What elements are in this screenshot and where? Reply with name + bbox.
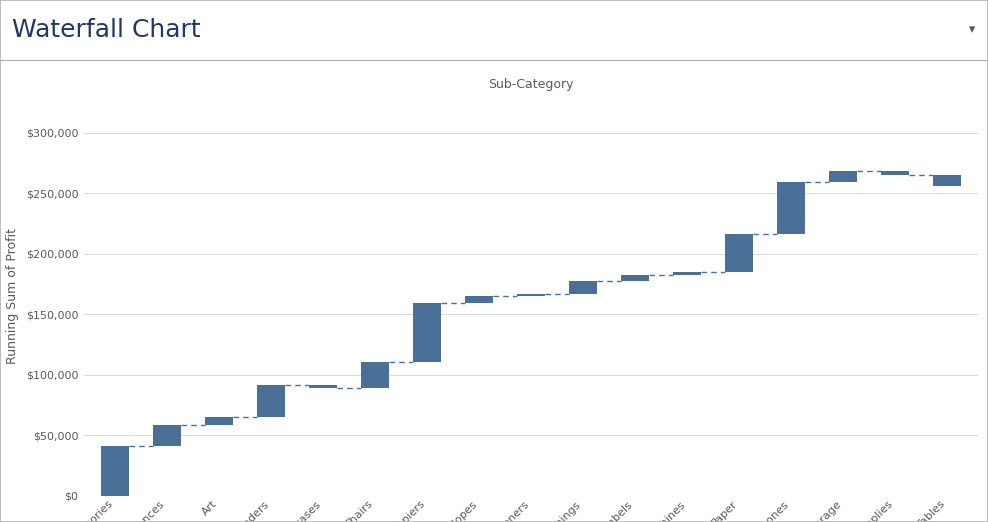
Bar: [464, 295, 493, 303]
Text: ▾: ▾: [969, 23, 975, 37]
Bar: [101, 446, 129, 496]
Bar: [724, 234, 753, 272]
Bar: [620, 276, 649, 281]
Bar: [517, 294, 545, 295]
Bar: [880, 171, 909, 175]
Text: Waterfall Chart: Waterfall Chart: [12, 18, 201, 42]
Bar: [829, 171, 858, 182]
Bar: [673, 272, 701, 276]
Bar: [413, 303, 442, 362]
Bar: [257, 385, 286, 417]
Title: Sub-Category: Sub-Category: [488, 78, 574, 91]
Bar: [153, 424, 182, 446]
Bar: [361, 362, 389, 388]
Bar: [569, 281, 598, 294]
Bar: [933, 175, 961, 186]
Bar: [309, 385, 338, 388]
Bar: [205, 417, 233, 424]
Y-axis label: Running Sum of Profit: Running Sum of Profit: [6, 228, 19, 364]
Bar: [777, 182, 805, 234]
